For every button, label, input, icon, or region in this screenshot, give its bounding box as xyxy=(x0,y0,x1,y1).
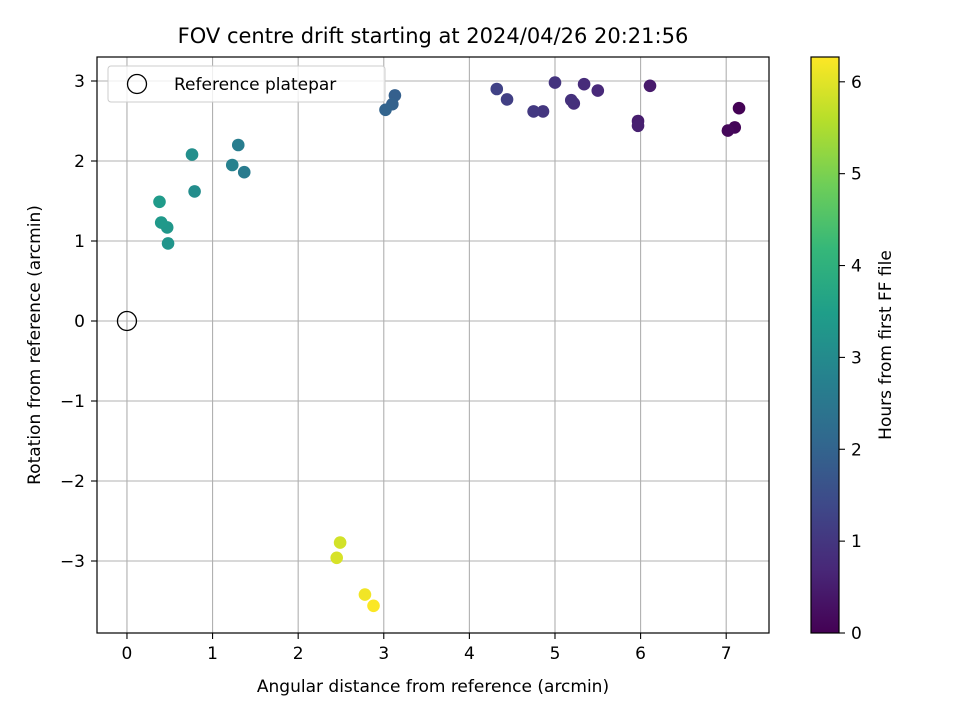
x-tick-label: 0 xyxy=(122,644,133,664)
data-point xyxy=(188,185,201,198)
x-axis-ticks: 0 1 2 3 4 5 6 7 xyxy=(122,633,732,664)
y-tick-label: 2 xyxy=(74,152,85,172)
y-axis-label: Rotation from reference (arcmin) xyxy=(25,205,45,485)
y-tick-label: −1 xyxy=(60,392,85,412)
x-tick-label: 7 xyxy=(721,644,732,664)
x-tick-label: 3 xyxy=(378,644,389,664)
data-point xyxy=(154,216,168,229)
legend-box xyxy=(107,65,386,103)
grid xyxy=(97,57,769,633)
data-point xyxy=(237,165,251,179)
data-point xyxy=(732,101,746,115)
colorbar-tick-label: 5 xyxy=(851,165,862,185)
colorbar-gradient xyxy=(810,56,840,634)
colorbar-tick-label: 3 xyxy=(851,348,862,368)
colorbar-tick-label: 2 xyxy=(851,440,862,460)
colorbar-tick-label: 1 xyxy=(851,532,862,552)
colorbar-tick-label: 6 xyxy=(851,73,862,93)
colorbar-tick-label: 4 xyxy=(851,257,862,277)
plot-frame xyxy=(96,56,770,634)
data-point xyxy=(153,195,166,209)
data-points xyxy=(153,76,746,613)
x-tick-label: 5 xyxy=(550,644,561,664)
plot-area: 0 1 2 3 4 5 6 7 −3 −2 −1 0 1 2 3 xyxy=(60,56,770,664)
data-point xyxy=(536,105,550,118)
x-tick-label: 6 xyxy=(635,644,646,664)
chart-title: FOV centre drift starting at 2024/04/26 … xyxy=(178,24,689,48)
y-tick-label: −2 xyxy=(60,472,85,492)
colorbar-ticks: 0 1 2 3 4 5 6 xyxy=(839,73,862,644)
y-tick-label: −3 xyxy=(60,552,85,572)
data-point xyxy=(643,79,657,93)
y-tick-label: 3 xyxy=(74,72,85,92)
data-point xyxy=(333,536,347,549)
data-point xyxy=(161,237,175,250)
x-tick-label: 2 xyxy=(293,644,304,664)
legend: Reference platepar xyxy=(107,65,386,103)
data-point xyxy=(185,148,199,161)
reference-platepar-marker xyxy=(116,310,138,332)
data-point xyxy=(527,105,540,118)
data-point xyxy=(591,84,605,97)
data-point xyxy=(330,551,343,565)
y-tick-label: 1 xyxy=(74,232,85,252)
data-point xyxy=(500,93,514,106)
data-point xyxy=(367,599,380,613)
legend-entry-label: Reference platepar xyxy=(174,75,336,95)
data-point xyxy=(231,138,245,152)
data-point xyxy=(548,76,562,89)
reference-layer xyxy=(116,310,138,332)
data-point xyxy=(358,588,372,601)
data-point xyxy=(564,93,578,107)
data-point xyxy=(490,82,504,96)
y-tick-label: 0 xyxy=(74,312,85,332)
data-point xyxy=(225,158,239,172)
legend-open-circle-marker xyxy=(126,73,148,95)
data-point xyxy=(577,77,591,91)
data-point xyxy=(379,103,392,117)
colorbar-label: Hours from first FF file xyxy=(876,250,896,440)
data-point xyxy=(721,124,735,137)
y-axis-ticks: −3 −2 −1 0 1 2 3 xyxy=(60,72,97,572)
x-axis-label: Angular distance from reference (arcmin) xyxy=(257,677,609,697)
x-tick-label: 1 xyxy=(207,644,218,664)
x-tick-label: 4 xyxy=(464,644,475,664)
data-point xyxy=(631,119,645,133)
colorbar: 0 1 2 3 4 5 6 Hours from first FF file xyxy=(810,56,896,644)
colorbar-tick-label: 0 xyxy=(851,624,862,644)
